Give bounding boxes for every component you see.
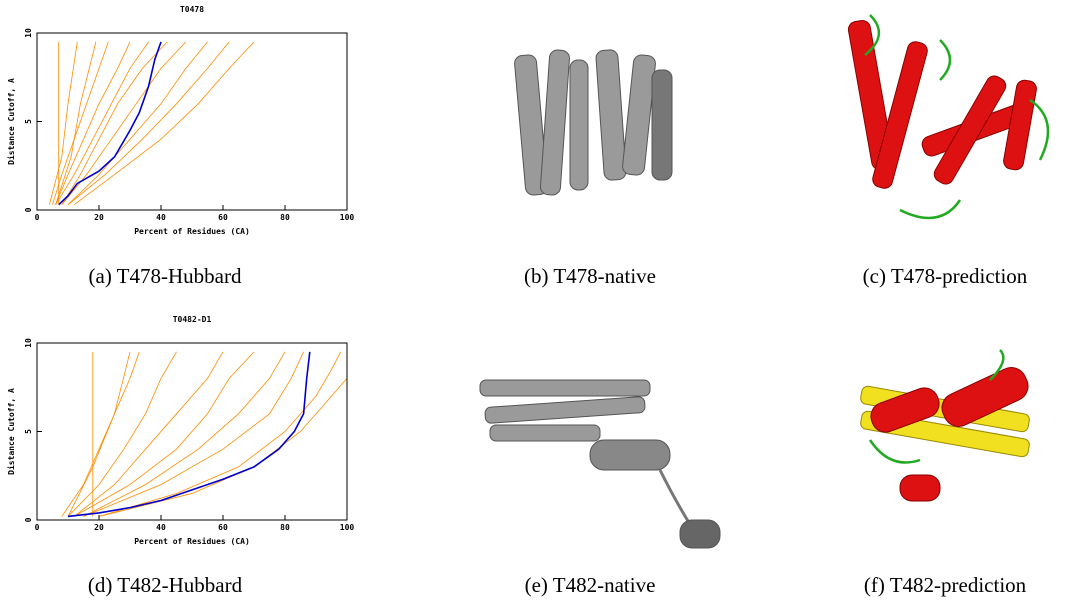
y-tick-label: 5 — [24, 119, 33, 124]
data-line — [68, 42, 229, 205]
x-tick-label: 60 — [218, 523, 228, 532]
y-axis-label: Distance Cutoff, A — [6, 78, 16, 165]
predicted-structure-f — [860, 350, 1033, 501]
y-tick-label: 0 — [24, 207, 33, 212]
y-axis-label: Distance Cutoff, A — [6, 388, 16, 475]
data-line — [62, 42, 186, 205]
chart-title: T0478 — [180, 5, 204, 14]
chart-title: T0482-D1 — [173, 315, 212, 324]
predicted-structure-c — [847, 15, 1048, 218]
data-line — [74, 352, 223, 517]
data-line — [62, 42, 167, 205]
data-line — [68, 352, 177, 517]
data-line — [56, 42, 149, 205]
x-tick-label: 20 — [94, 523, 104, 532]
y-tick-label: 10 — [24, 338, 33, 348]
y-tick-label: 0 — [24, 517, 33, 522]
x-tick-label: 20 — [94, 213, 104, 222]
data-line — [56, 42, 96, 205]
caption: (a) T478-Hubbard — [89, 264, 242, 288]
figure: (a) T478-Hubbard (b) T478-native (c) T478-… — [0, 0, 1065, 605]
x-tick-label: 60 — [218, 213, 228, 222]
plot-frame — [37, 33, 347, 210]
y-tick-label: 10 — [24, 28, 33, 38]
x-tick-label: 40 — [156, 213, 166, 222]
x-tick-label: 40 — [156, 523, 166, 532]
caption: (e) T482-native — [525, 573, 656, 597]
data-line — [99, 378, 347, 516]
data-line — [68, 42, 208, 205]
caption: (b) T478-native — [524, 264, 656, 288]
native-structure-e — [480, 380, 720, 548]
x-axis-label: Percent of Residues (CA) — [134, 536, 250, 546]
x-tick-label: 100 — [340, 523, 355, 532]
x-tick-label: 100 — [340, 213, 355, 222]
y-tick-label: 5 — [24, 429, 33, 434]
data-line — [74, 352, 254, 517]
data-line — [68, 352, 310, 517]
x-tick-label: 0 — [35, 523, 40, 532]
caption: (d) T482-Hubbard — [88, 573, 243, 597]
data-line — [68, 352, 130, 517]
x-axis-label: Percent of Residues (CA) — [134, 226, 250, 236]
native-structure-b — [514, 49, 672, 195]
data-line — [99, 352, 341, 517]
data-line — [62, 352, 140, 517]
data-line — [59, 42, 161, 205]
x-tick-label: 0 — [35, 213, 40, 222]
x-tick-label: 80 — [280, 213, 290, 222]
data-line — [53, 42, 109, 205]
caption: (c) T478-prediction — [863, 264, 1028, 288]
caption: (f) T482-prediction — [864, 573, 1027, 597]
x-tick-label: 80 — [280, 523, 290, 532]
